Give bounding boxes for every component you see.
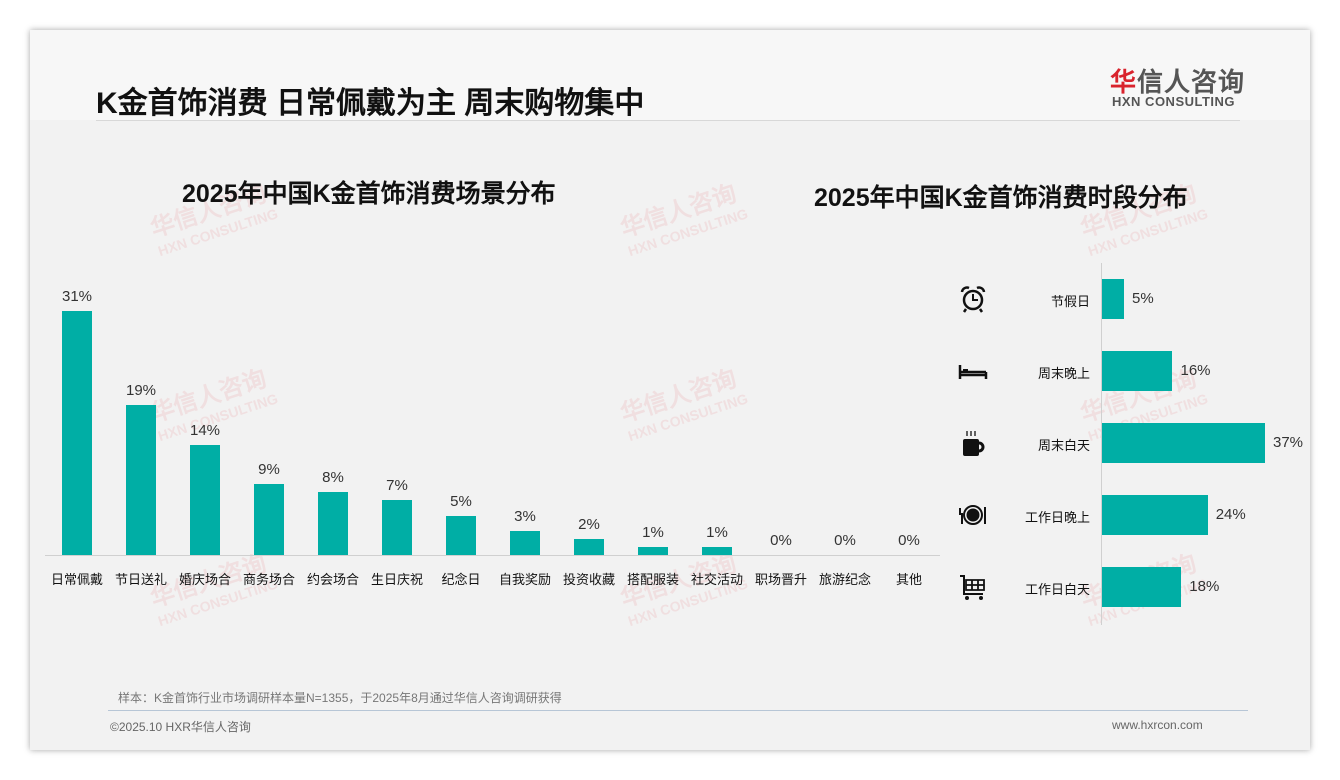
data-label: 0%: [834, 532, 856, 549]
category-label: 工作日白天: [1024, 582, 1090, 597]
bar: [1102, 495, 1208, 535]
bar: [574, 539, 604, 555]
data-label: 5%: [450, 492, 472, 510]
bar: [510, 531, 540, 555]
data-label: 14%: [189, 421, 221, 439]
left-chart-title: 2025年中国K金首饰消费场景分布: [182, 180, 556, 208]
data-label: 1%: [642, 524, 664, 542]
header-divider: [96, 120, 1240, 121]
data-label: 19%: [125, 382, 157, 400]
bar: [702, 547, 732, 555]
category-label: 周末白天: [1037, 438, 1090, 453]
slide: 华信人咨询 HXN CONSULTING 华信人咨询 HXN CONSULTING 华信…: [30, 30, 1310, 750]
x-axis: [45, 555, 940, 556]
bar: [638, 547, 668, 555]
category-label: 商务场合: [242, 572, 295, 587]
category-label: 投资收藏: [562, 572, 615, 587]
category-label: 自我奖励: [498, 572, 551, 587]
data-label: 2%: [578, 516, 600, 534]
bar: [1102, 351, 1173, 391]
category-label: 婚庆场合: [178, 572, 231, 587]
alarm-clock-icon: [958, 284, 988, 314]
category-label: 周末晚上: [1037, 366, 1090, 381]
right-chart-title: 2025年中国K金首饰消费时段分布: [814, 184, 1188, 212]
data-label: 37%: [1273, 434, 1304, 451]
sample-note: 样本：K金首饰行业市场调研样本量N=1355，于2025年8月通过华信人咨询调研…: [118, 691, 562, 705]
data-label: 18%: [1189, 578, 1220, 595]
data-label: 1%: [706, 524, 728, 542]
category-label: 节日送礼: [114, 572, 167, 587]
logo: 华信人咨询: [1110, 62, 1245, 99]
category-label: 纪念日: [441, 572, 481, 587]
copyright: ©2025.10 HXR华信人咨询: [110, 720, 251, 734]
category-label: 职场晋升: [754, 572, 807, 587]
dinner-plate-icon: [958, 500, 988, 530]
bar: [190, 444, 220, 555]
header-band: [30, 30, 1310, 120]
bar: [1102, 279, 1125, 319]
bar: [446, 515, 476, 555]
logo-red-char: 华: [1110, 67, 1138, 97]
footer-divider: [108, 710, 1248, 711]
category-label: 节假日: [1050, 294, 1090, 309]
category-label: 搭配服装: [626, 572, 679, 587]
data-label: 5%: [1132, 290, 1154, 307]
category-label: 约会场合: [306, 572, 359, 587]
category-label: 其他: [895, 572, 922, 587]
bar: [62, 311, 92, 555]
bar: [382, 499, 412, 555]
data-label: 31%: [61, 288, 93, 305]
data-label: 24%: [1215, 506, 1246, 523]
data-label: 9%: [258, 461, 280, 479]
bar: [1102, 567, 1182, 607]
category-label: 日常佩戴: [50, 572, 103, 587]
category-label: 生日庆祝: [370, 572, 423, 587]
data-label: 8%: [322, 469, 344, 487]
bar: [126, 405, 156, 555]
shopping-cart-icon: [958, 572, 988, 602]
logo-text: 信人咨询: [1137, 67, 1246, 97]
logo-subtitle: HXN CONSULTING: [1112, 94, 1236, 109]
website-link[interactable]: www.hxrcon.com: [1112, 718, 1203, 732]
data-label: 0%: [770, 532, 792, 549]
bar: [318, 492, 348, 555]
category-label: 社交活动: [690, 572, 743, 587]
category-label: 旅游纪念: [818, 572, 871, 587]
bar: [1102, 423, 1265, 463]
bed-icon: [958, 356, 988, 386]
data-label: 7%: [386, 476, 408, 494]
data-label: 3%: [514, 508, 536, 526]
page-title: K金首饰消费 日常佩戴为主 周末购物集中: [96, 87, 645, 120]
y-axis: [1101, 263, 1102, 625]
data-label: 16%: [1180, 362, 1211, 379]
bar: [254, 484, 284, 555]
data-label: 0%: [898, 532, 920, 549]
coffee-cup-icon: [958, 428, 988, 458]
category-label: 工作日晚上: [1024, 510, 1090, 525]
